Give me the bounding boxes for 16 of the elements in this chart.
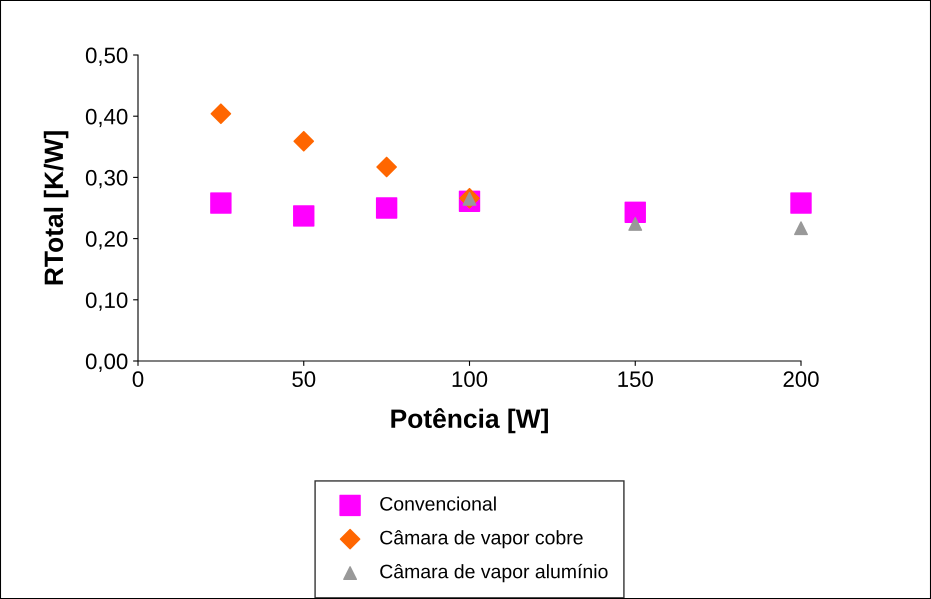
x-tick-label: 200 [784,371,819,388]
x-axis-title: Potência [W] [391,408,548,434]
y-axis-title: RTotal [K/W] [44,131,68,284]
y-tick-label: 0,40 [86,108,128,128]
legend-label: Convencional [380,496,496,511]
y-tick-label: 0,10 [86,292,128,311]
x-tick-label: 0 [132,371,144,388]
y-tick-label: 0,50 [86,48,128,66]
x-tick-label: 150 [618,371,653,388]
x-tick-label: 100 [452,371,488,388]
x-tick-label: 50 [292,371,316,388]
legend-label: Câmara de vapor alumínio [380,564,608,582]
y-tick-label: 0,30 [86,170,128,188]
legend-label: Câmara de vapor cobre [380,530,583,548]
y-tick-label: 0,00 [86,354,128,372]
y-tick-label: 0,20 [86,231,128,250]
